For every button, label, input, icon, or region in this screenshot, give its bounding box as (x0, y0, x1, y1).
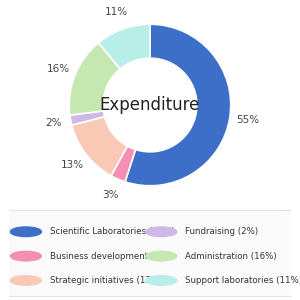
Circle shape (146, 251, 177, 261)
Text: Fundraising (2%): Fundraising (2%) (185, 227, 258, 236)
Wedge shape (70, 111, 105, 125)
Circle shape (146, 227, 177, 236)
Circle shape (11, 251, 41, 261)
Wedge shape (69, 43, 120, 115)
Text: Scientific Laboratories (55%): Scientific Laboratories (55%) (50, 227, 175, 236)
Wedge shape (125, 24, 231, 186)
Text: Strategic initiatives (13%): Strategic initiatives (13%) (50, 276, 162, 285)
Text: 2%: 2% (45, 118, 62, 128)
Text: 16%: 16% (47, 64, 70, 74)
Circle shape (146, 276, 177, 285)
Circle shape (11, 276, 41, 285)
Text: Business development (3%): Business development (3%) (50, 252, 171, 261)
Text: 3%: 3% (103, 190, 119, 200)
Text: 11%: 11% (105, 7, 128, 17)
Text: Support laboratories (11%): Support laboratories (11%) (185, 276, 300, 285)
Text: 13%: 13% (61, 160, 84, 170)
Text: 55%: 55% (236, 116, 259, 125)
Wedge shape (72, 117, 128, 176)
Wedge shape (111, 146, 136, 182)
Text: Expenditure: Expenditure (100, 96, 200, 114)
Circle shape (11, 227, 41, 236)
FancyBboxPatch shape (3, 210, 294, 297)
Wedge shape (98, 24, 150, 69)
Text: Administration (16%): Administration (16%) (185, 252, 277, 261)
